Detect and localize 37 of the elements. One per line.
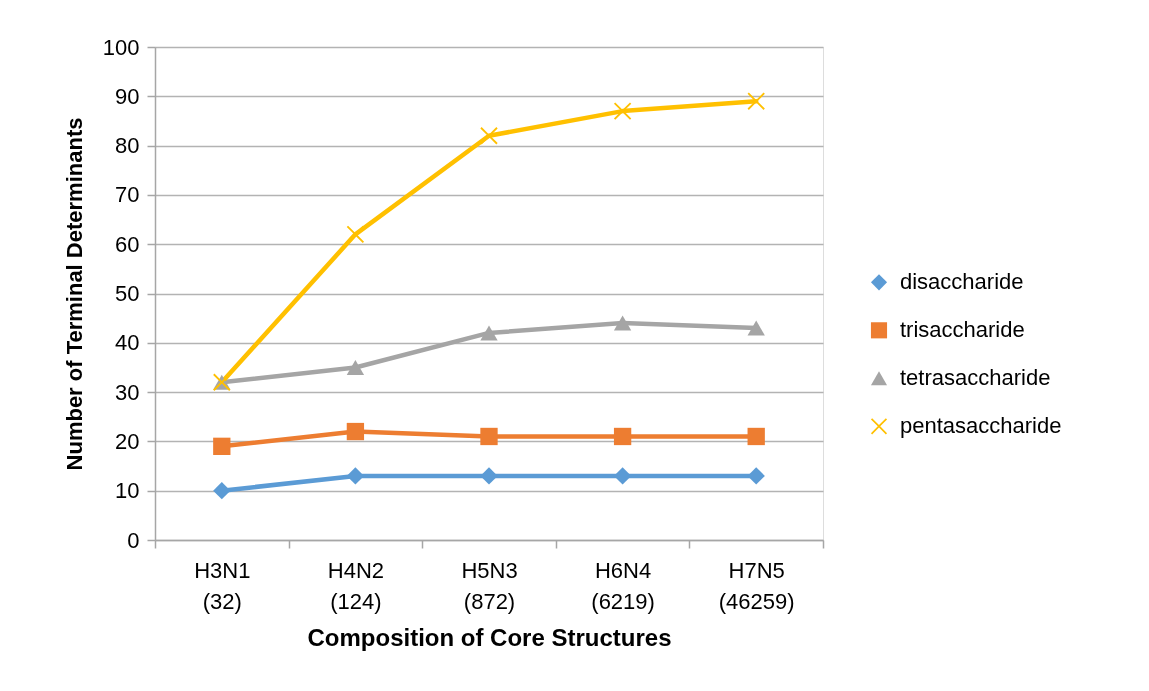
y-tick-label: 80: [115, 133, 140, 159]
y-tick-label: 10: [115, 478, 140, 504]
y-tick-label: 100: [102, 34, 140, 60]
point: [346, 422, 365, 441]
point: [480, 325, 498, 341]
point: [480, 127, 498, 145]
x-axis-title: Composition of Core Structures: [307, 623, 672, 651]
point: [480, 427, 498, 446]
point: [213, 437, 231, 455]
y-tick-label: 40: [115, 330, 140, 356]
point: [346, 359, 365, 375]
legend-label: pentasaccharide: [900, 413, 1062, 439]
point: [480, 467, 498, 485]
y-axis-title: Number of Terminal Determinants: [61, 117, 87, 471]
point: [213, 482, 231, 500]
point: [613, 427, 632, 446]
y-tick-label: 60: [115, 231, 140, 257]
x-tick-label: H5N3 (872): [461, 557, 518, 614]
point: [747, 467, 765, 485]
y-tick-label: 70: [115, 182, 140, 208]
x-tick-label: H7N5 (46259): [718, 557, 795, 614]
x-tick-label: H3N1 (32): [194, 557, 251, 614]
y-tick-label: 50: [115, 281, 140, 306]
x-tick-label: H4N2 (124): [327, 557, 385, 614]
legend-label: tetrasaccharide: [900, 365, 1051, 391]
y-tick-label: 30: [115, 379, 140, 405]
legend-label: disaccharide: [900, 269, 1024, 295]
y-tick-label: 90: [115, 83, 140, 109]
y-tick-label: 20: [115, 428, 140, 454]
y-tick-label: 0: [127, 527, 140, 553]
point: [613, 315, 632, 331]
legend-label: trisaccharide: [900, 317, 1025, 343]
point: [747, 427, 765, 446]
point: [747, 92, 765, 110]
x-tick-label: H6N4 (6219): [591, 557, 655, 614]
point: [747, 320, 765, 336]
point: [346, 225, 365, 243]
